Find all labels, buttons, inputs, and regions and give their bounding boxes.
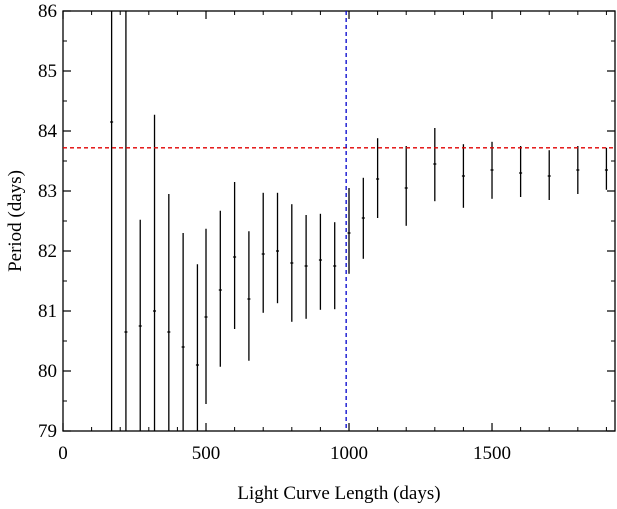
y-tick-label: 83	[38, 181, 57, 202]
y-axis-ticks: 79 80 81 82 83 84 85 86	[38, 1, 615, 442]
y-tick-label: 85	[38, 61, 57, 82]
x-tick-label: 0	[58, 443, 68, 464]
x-tick-label: 1000	[330, 443, 368, 464]
plot-frame	[62, 10, 616, 432]
y-tick-label: 80	[38, 361, 57, 382]
plot-area	[62, 10, 616, 432]
x-tick-label: 500	[192, 443, 221, 464]
y-tick-label: 84	[38, 121, 58, 142]
x-tick-label: 1500	[473, 443, 511, 464]
x-axis-ticks: 0 500 1000 1500	[58, 11, 607, 464]
y-axis-label: Period (days)	[5, 170, 26, 272]
x-axis-label: Light Curve Length (days)	[237, 483, 440, 504]
reference-lines	[63, 11, 615, 431]
y-tick-label: 82	[38, 241, 57, 262]
y-tick-label: 86	[38, 1, 57, 22]
y-tick-label: 81	[38, 301, 57, 322]
error-bars	[110, 11, 608, 431]
y-tick-label: 79	[38, 421, 57, 442]
